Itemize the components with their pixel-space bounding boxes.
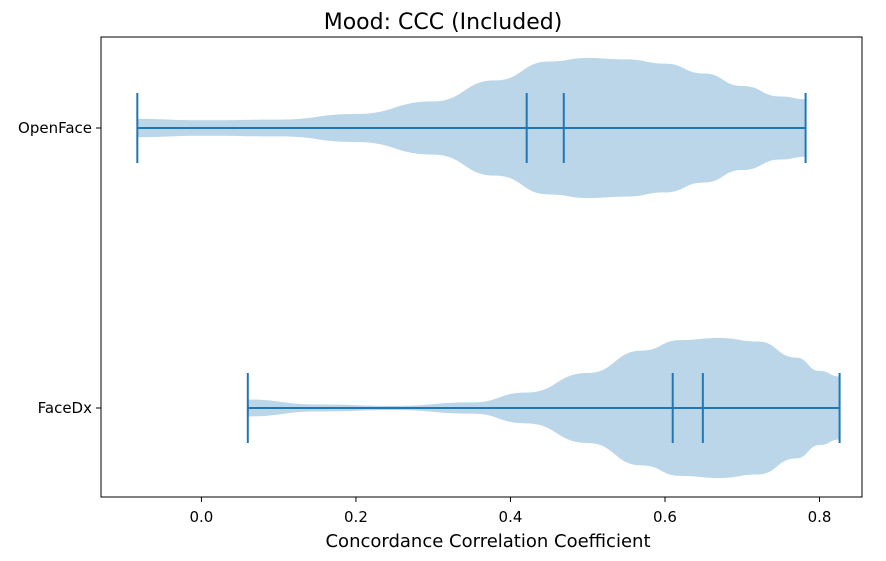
plot-area (136, 58, 841, 478)
x-tick-label: 0.4 (499, 508, 523, 526)
chart-title: Mood: CCC (Included) (324, 10, 563, 35)
y-tick-label-facedx: FaceDx (38, 399, 92, 417)
x-tick-label: 0.6 (653, 508, 677, 526)
x-axis-label: Concordance Correlation Coefficient (325, 531, 650, 552)
x-tick-label: 0.0 (190, 508, 214, 526)
axes: OpenFace FaceDx 0.0 0.2 0.4 0.6 0.8 (18, 119, 831, 526)
plot-frame (100, 36, 863, 498)
x-tick-label: 0.2 (344, 508, 368, 526)
y-tick-label-openface: OpenFace (18, 119, 92, 137)
x-tick-label: 0.8 (808, 508, 832, 526)
